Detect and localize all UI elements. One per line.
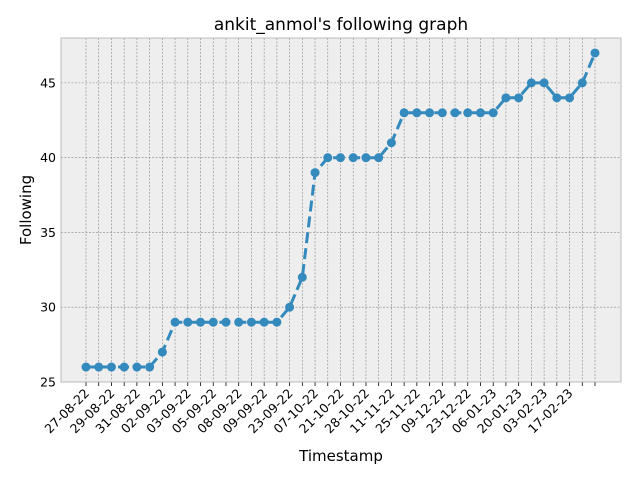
data-point <box>323 153 333 163</box>
data-point <box>437 108 447 118</box>
data-point <box>526 78 536 88</box>
data-point <box>272 317 282 327</box>
data-point <box>119 362 129 372</box>
series-following <box>81 48 600 372</box>
y-tick-label: 45 <box>40 75 56 90</box>
data-point <box>565 93 575 103</box>
data-point <box>183 317 193 327</box>
x-axis-label: Timestamp <box>298 447 383 465</box>
data-point <box>361 153 371 163</box>
data-point <box>475 108 485 118</box>
y-tick-label: 40 <box>40 150 56 165</box>
data-point <box>514 93 524 103</box>
data-point <box>310 168 320 178</box>
data-point <box>399 108 409 118</box>
data-point <box>501 93 511 103</box>
y-tick-label: 30 <box>40 300 56 315</box>
plot-background <box>61 38 621 382</box>
data-point <box>221 317 231 327</box>
data-point <box>259 317 269 327</box>
data-point <box>425 108 435 118</box>
plot-frame <box>60 37 622 383</box>
data-point <box>463 108 473 118</box>
chart-title: ankit_anmol's following graph <box>214 15 468 35</box>
data-point <box>386 138 396 148</box>
data-point <box>106 362 116 372</box>
data-point <box>145 362 155 372</box>
data-point <box>285 302 295 312</box>
data-point <box>208 317 218 327</box>
y-tick-label: 25 <box>40 375 56 390</box>
data-point <box>157 347 167 357</box>
data-point <box>196 317 206 327</box>
data-point <box>81 362 91 372</box>
data-point <box>450 108 460 118</box>
data-point <box>552 93 562 103</box>
data-point <box>246 317 256 327</box>
data-point <box>132 362 142 372</box>
data-point <box>577 78 587 88</box>
data-point <box>539 78 549 88</box>
data-point <box>412 108 422 118</box>
data-point <box>590 48 600 58</box>
data-point <box>336 153 345 163</box>
y-tick-label: 35 <box>40 225 56 240</box>
data-point <box>234 317 244 327</box>
data-point <box>297 272 307 282</box>
data-point <box>94 362 104 372</box>
data-point <box>170 317 180 327</box>
data-point <box>488 108 498 118</box>
data-point <box>374 153 384 163</box>
y-axis-label: Following <box>17 175 35 245</box>
data-point <box>348 153 358 163</box>
